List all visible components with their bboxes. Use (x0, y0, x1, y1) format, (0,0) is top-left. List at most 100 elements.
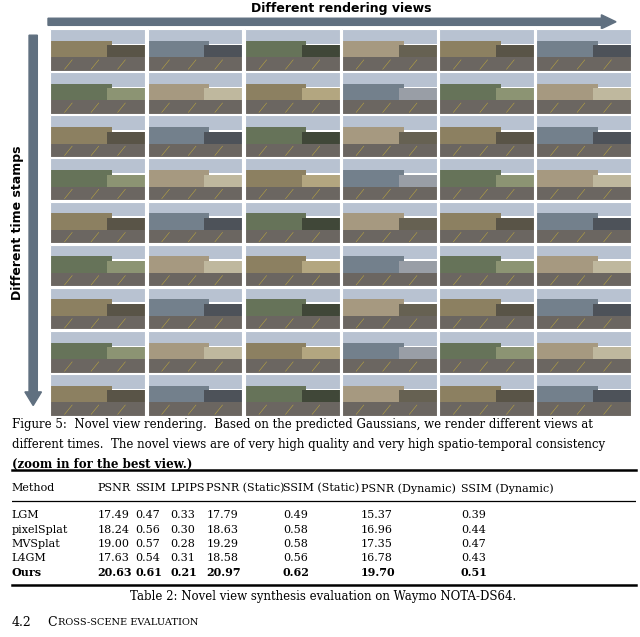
Bar (108, 304, 145, 319)
Bar (439, 386, 501, 403)
Bar (439, 143, 534, 157)
Bar (496, 132, 534, 147)
Bar (342, 83, 404, 101)
Bar (439, 299, 501, 317)
Text: L4GM: L4GM (12, 554, 46, 564)
Bar (244, 201, 340, 216)
Text: 0.33: 0.33 (171, 510, 195, 520)
Bar (536, 159, 631, 173)
Text: pixelSplat: pixelSplat (12, 524, 68, 534)
Bar (148, 386, 209, 403)
Bar (148, 83, 209, 101)
Text: 18.63: 18.63 (206, 524, 238, 534)
Text: 0.28: 0.28 (171, 539, 195, 549)
Bar (244, 256, 307, 274)
Bar (244, 115, 340, 130)
Text: 0.47: 0.47 (461, 539, 486, 549)
Text: SSIM (Static): SSIM (Static) (283, 483, 359, 494)
Text: LPIPS: LPIPS (171, 483, 205, 493)
Bar (536, 72, 631, 113)
Bar (439, 288, 534, 329)
Bar (536, 273, 631, 286)
Bar (148, 159, 243, 200)
Bar (51, 331, 145, 373)
Bar (244, 83, 307, 101)
Bar (342, 374, 437, 416)
Bar (536, 213, 598, 231)
Bar (439, 343, 501, 360)
Bar (148, 213, 209, 231)
Bar (439, 72, 534, 87)
Bar (439, 159, 534, 173)
Bar (536, 101, 631, 113)
Bar (148, 299, 209, 317)
Bar (148, 273, 243, 286)
Text: PSNR (Static): PSNR (Static) (206, 483, 285, 494)
Text: 17.49: 17.49 (98, 510, 129, 520)
Bar (51, 245, 145, 259)
Text: Table 2: Novel view synthesis evaluation on Waymo NOTA-DS64.: Table 2: Novel view synthesis evaluation… (131, 590, 516, 603)
Bar (301, 347, 340, 362)
Bar (148, 256, 209, 274)
Bar (108, 175, 145, 190)
Bar (108, 89, 145, 103)
Text: LGM: LGM (12, 510, 39, 520)
Text: 0.30: 0.30 (171, 524, 195, 534)
Bar (148, 403, 243, 416)
Text: Ours: Ours (12, 568, 42, 578)
Bar (536, 170, 598, 187)
Bar (148, 245, 243, 286)
Bar (51, 83, 112, 101)
Bar (342, 159, 437, 200)
Bar (536, 201, 631, 243)
Bar (51, 170, 112, 187)
Text: 20.63: 20.63 (98, 568, 132, 578)
Bar (51, 374, 145, 389)
Bar (148, 331, 243, 345)
Text: 0.57: 0.57 (135, 539, 160, 549)
Bar (51, 201, 145, 243)
Text: 0.61: 0.61 (135, 568, 162, 578)
Bar (51, 316, 145, 329)
Text: SSIM: SSIM (135, 483, 166, 493)
Bar (244, 230, 340, 243)
Bar (399, 261, 437, 276)
Bar (439, 29, 534, 71)
Bar (439, 273, 534, 286)
Bar (593, 218, 631, 233)
Bar (439, 101, 534, 113)
Bar (51, 29, 145, 71)
Bar (399, 89, 437, 103)
Bar (399, 304, 437, 319)
Text: 4.2: 4.2 (12, 617, 31, 629)
Bar (593, 304, 631, 319)
Bar (244, 273, 340, 286)
Bar (342, 386, 404, 403)
Bar (148, 374, 243, 389)
Bar (244, 403, 340, 416)
Bar (148, 245, 243, 259)
Bar (342, 273, 437, 286)
Bar (244, 29, 340, 71)
Bar (342, 288, 437, 303)
Bar (244, 115, 340, 157)
Bar (496, 304, 534, 319)
Bar (496, 390, 534, 405)
Bar (536, 299, 598, 317)
Bar (536, 83, 598, 101)
Bar (204, 304, 243, 319)
Text: 16.78: 16.78 (361, 554, 393, 564)
Bar (536, 72, 631, 87)
Bar (439, 57, 534, 71)
Bar (51, 72, 145, 113)
Bar (148, 331, 243, 373)
Bar (244, 331, 340, 373)
Bar (51, 143, 145, 157)
Bar (244, 374, 340, 389)
Bar (148, 201, 243, 216)
Bar (342, 245, 437, 286)
Bar (148, 72, 243, 113)
Bar (342, 159, 437, 173)
Bar (536, 143, 631, 157)
Text: 17.63: 17.63 (98, 554, 129, 564)
